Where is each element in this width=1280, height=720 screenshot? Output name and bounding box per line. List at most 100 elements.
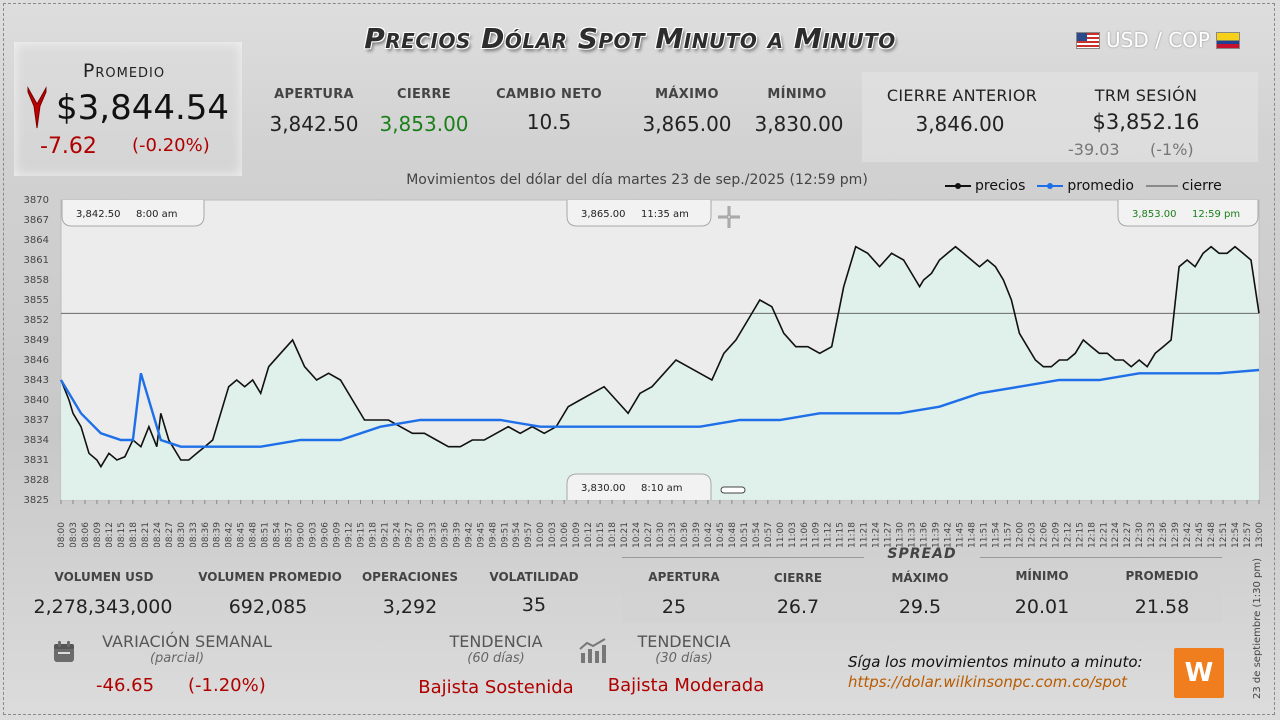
low-annotation-frame — [566, 473, 712, 500]
x-tick-label: 10:30 — [656, 522, 666, 547]
x-tick-label: 12:21 — [1099, 522, 1109, 547]
x-tick-label: 08:21 — [141, 522, 151, 547]
x-tick-label: 10:51 — [740, 522, 750, 547]
x-tick-label: 09:57 — [524, 522, 534, 547]
x-tick-label: 08:48 — [249, 522, 259, 547]
x-tick-label: 12:09 — [1051, 522, 1061, 547]
weekly-variation-sub: (parcial) — [149, 651, 205, 666]
x-tick-label: 11:00 — [776, 522, 786, 547]
x-tick-label: 09:27 — [404, 522, 414, 547]
x-tick-label: 09:24 — [392, 522, 402, 547]
x-tick-label: 09:48 — [488, 522, 498, 547]
y-tick-label: 3852 — [24, 315, 49, 326]
x-tick-label: 08:24 — [153, 522, 163, 547]
spread-avg-label: PROMEDIO — [1125, 569, 1199, 583]
wilkinson-logo[interactable]: W — [1174, 648, 1224, 698]
spread-open-value: 25 — [661, 596, 687, 618]
spread-divider-left — [622, 557, 864, 558]
spread-close-value: 26.7 — [776, 596, 820, 618]
operations-label: OPERACIONES — [361, 570, 459, 584]
stat-open-label: APERTURA — [274, 87, 354, 102]
x-tick-label: 11:24 — [872, 522, 882, 547]
x-tick-label: 09:06 — [321, 522, 331, 547]
x-tick-label: 10:03 — [548, 522, 558, 547]
x-tick-label: 11:12 — [824, 522, 834, 547]
previous-close-value: 3,846.00 — [915, 112, 1005, 136]
x-tick-label: 11:03 — [788, 522, 798, 547]
precios-area — [61, 246, 1259, 500]
x-tick-label: 10:36 — [680, 522, 690, 547]
x-tick-label: 10:00 — [536, 522, 546, 547]
low-annotation-value: 3,830.00 — [581, 483, 626, 494]
trm-label: TRM SESIÓN — [1094, 86, 1198, 105]
y-tick-label: 3855 — [24, 295, 49, 306]
x-tick-label: 12:24 — [1111, 522, 1121, 547]
x-tick-label: 09:00 — [297, 522, 307, 547]
stat-net-change-value: 10.5 — [526, 110, 572, 134]
x-tick-label: 12:48 — [1207, 522, 1217, 547]
x-tick-label: 10:06 — [560, 522, 570, 547]
x-tick-label: 12:00 — [1015, 522, 1025, 547]
x-tick-label: 12:03 — [1027, 522, 1037, 547]
chart-subtitle: Movimientos del dólar del día martes 23 … — [406, 172, 868, 188]
y-tick-label: 3849 — [24, 335, 49, 346]
x-tick-label: 09:09 — [333, 522, 343, 547]
average-box: Promedio $3,844.54 -7.62 (-0.20%) — [14, 42, 242, 176]
weekly-change-pct: (-1.20%) — [188, 675, 266, 696]
x-tick-label: 09:54 — [512, 522, 522, 547]
weekly-variation-label: VARIACIÓN SEMANAL — [102, 632, 272, 651]
x-tick-label: 12:18 — [1087, 522, 1097, 547]
x-tick-label: 10:57 — [764, 522, 774, 547]
open-annotation-time: 8:00 am — [136, 209, 178, 220]
x-tick-label: 08:15 — [117, 522, 127, 547]
x-tick-label: 12:06 — [1039, 522, 1049, 547]
y-tick-label: 3831 — [24, 455, 49, 466]
x-tick-label: 11:57 — [1003, 522, 1013, 547]
legend-promedio-label: promedio — [1067, 178, 1134, 194]
x-tick-label: 08:00 — [57, 522, 67, 547]
y-tick-label: 3843 — [24, 375, 49, 386]
x-tick-label: 12:54 — [1231, 522, 1241, 547]
x-tick-label: 13:00 — [1255, 522, 1265, 547]
follow-url-link[interactable]: https://dolar.wilkinsonpc.com.co/spot — [848, 673, 1128, 691]
x-tick-label: 09:45 — [476, 522, 486, 547]
x-tick-label: 09:39 — [452, 522, 462, 547]
x-tick-label: 10:21 — [620, 522, 630, 547]
x-tick-label: 12:51 — [1219, 522, 1229, 547]
spread-avg-value: 21.58 — [1134, 596, 1190, 618]
trm-change: -39.03 — [1068, 140, 1120, 159]
close-annotation-value: 3,853.00 — [1132, 209, 1177, 220]
x-tick-label: 12:36 — [1159, 522, 1169, 547]
x-tick-label: 10:27 — [644, 522, 654, 547]
volume-usd-label: VOLUMEN USD — [54, 570, 154, 584]
x-tick-label: 10:15 — [596, 522, 606, 547]
x-tick-label: 08:54 — [273, 522, 283, 547]
x-tick-label: 11:39 — [932, 522, 942, 547]
x-tick-label: 08:18 — [129, 522, 139, 547]
x-tick-label: 11:06 — [800, 522, 810, 547]
legend-promedio-swatch — [1037, 183, 1064, 189]
promedio-line — [59, 368, 1260, 448]
x-tick-label: 09:15 — [357, 522, 367, 547]
x-tick-label: 11:18 — [848, 522, 858, 547]
x-tick-label: 11:51 — [979, 522, 989, 547]
x-tick-label: 08:12 — [105, 522, 115, 547]
x-tick-label: 10:33 — [668, 522, 678, 547]
x-tick-label: 08:33 — [189, 522, 199, 547]
x-tick-label: 11:15 — [836, 522, 846, 547]
volume-avg-value: 692,085 — [228, 596, 308, 618]
low-annotation-time: 8:10 am — [641, 483, 683, 494]
spread-title: SPREAD — [887, 546, 957, 562]
stat-low-label: MÍNIMO — [767, 87, 827, 102]
x-tick-label: 10:42 — [704, 522, 714, 547]
x-tick-label: 08:27 — [165, 522, 175, 547]
x-tick-label: 11:27 — [884, 522, 894, 547]
x-tick-label: 08:57 — [285, 522, 295, 547]
x-tick-label: 09:36 — [440, 522, 450, 547]
open-annotation-value: 3,842.50 — [76, 209, 121, 220]
stat-close-label: CIERRE — [397, 87, 451, 102]
average-label: Promedio — [82, 60, 166, 82]
close-annotation: 3,853.00 12:59 pm — [1117, 200, 1259, 227]
y-tick-label: 3840 — [24, 395, 49, 406]
x-tick-label: 10:18 — [608, 522, 618, 547]
